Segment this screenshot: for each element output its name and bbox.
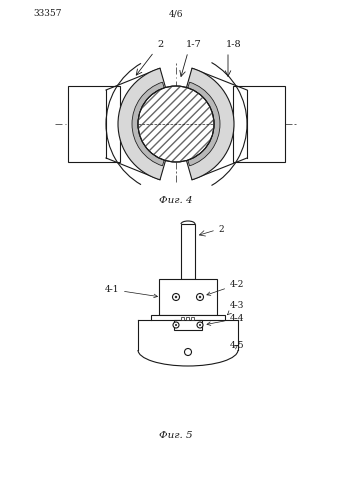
Circle shape <box>199 296 201 298</box>
Bar <box>159 279 217 315</box>
Bar <box>174 320 202 330</box>
Text: 4-1: 4-1 <box>104 285 157 298</box>
Text: 2: 2 <box>218 225 223 234</box>
Text: Фиг. 4: Фиг. 4 <box>159 196 193 205</box>
Wedge shape <box>188 82 220 166</box>
Circle shape <box>175 324 177 326</box>
Bar <box>186 317 189 320</box>
Circle shape <box>197 322 203 328</box>
Circle shape <box>173 322 179 328</box>
Wedge shape <box>132 82 164 166</box>
Text: 4-2: 4-2 <box>207 280 244 295</box>
Bar <box>181 317 184 320</box>
Text: 1-7: 1-7 <box>186 40 202 49</box>
Circle shape <box>175 296 177 298</box>
Bar <box>68 86 120 162</box>
Text: 4-3: 4-3 <box>227 301 244 315</box>
Text: 1-8: 1-8 <box>226 40 241 49</box>
Wedge shape <box>118 68 166 180</box>
Bar <box>233 86 285 162</box>
Text: 4-4: 4-4 <box>207 314 245 325</box>
Text: 4/6: 4/6 <box>169 9 183 18</box>
Text: 33357: 33357 <box>33 9 61 18</box>
Text: Фиг. 5: Фиг. 5 <box>159 431 193 440</box>
Bar <box>191 317 194 320</box>
Circle shape <box>185 348 191 355</box>
Wedge shape <box>186 68 234 180</box>
Text: 2: 2 <box>157 40 163 49</box>
Bar <box>181 224 195 279</box>
Circle shape <box>199 324 201 326</box>
Circle shape <box>173 293 179 300</box>
Text: 4-5: 4-5 <box>230 341 245 350</box>
Circle shape <box>197 293 203 300</box>
Bar <box>151 315 225 320</box>
Circle shape <box>138 86 214 162</box>
